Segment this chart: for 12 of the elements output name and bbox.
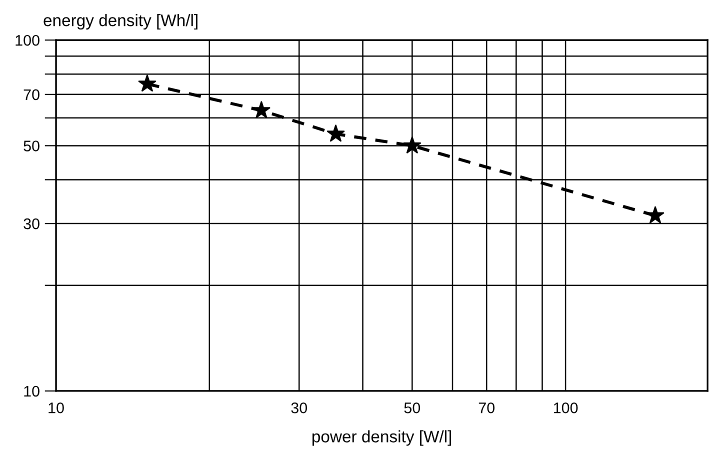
y-tick-label: 100 <box>16 34 40 46</box>
x-tick-label: 30 <box>291 402 308 414</box>
y-tick-label: 70 <box>24 89 40 100</box>
y-axis-title: energy density [Wh/l] <box>44 14 198 30</box>
x-tick-label: 50 <box>404 402 420 414</box>
y-tick-label: 30 <box>24 218 40 230</box>
x-tick-label: 100 <box>554 402 578 414</box>
y-tick-label: 50 <box>24 140 40 152</box>
x-tick-label: 10 <box>48 402 64 414</box>
y-tick-label: 10 <box>24 386 40 397</box>
x-tick-label: 70 <box>478 402 495 414</box>
x-axis-title: power density [W/l] <box>312 430 452 446</box>
